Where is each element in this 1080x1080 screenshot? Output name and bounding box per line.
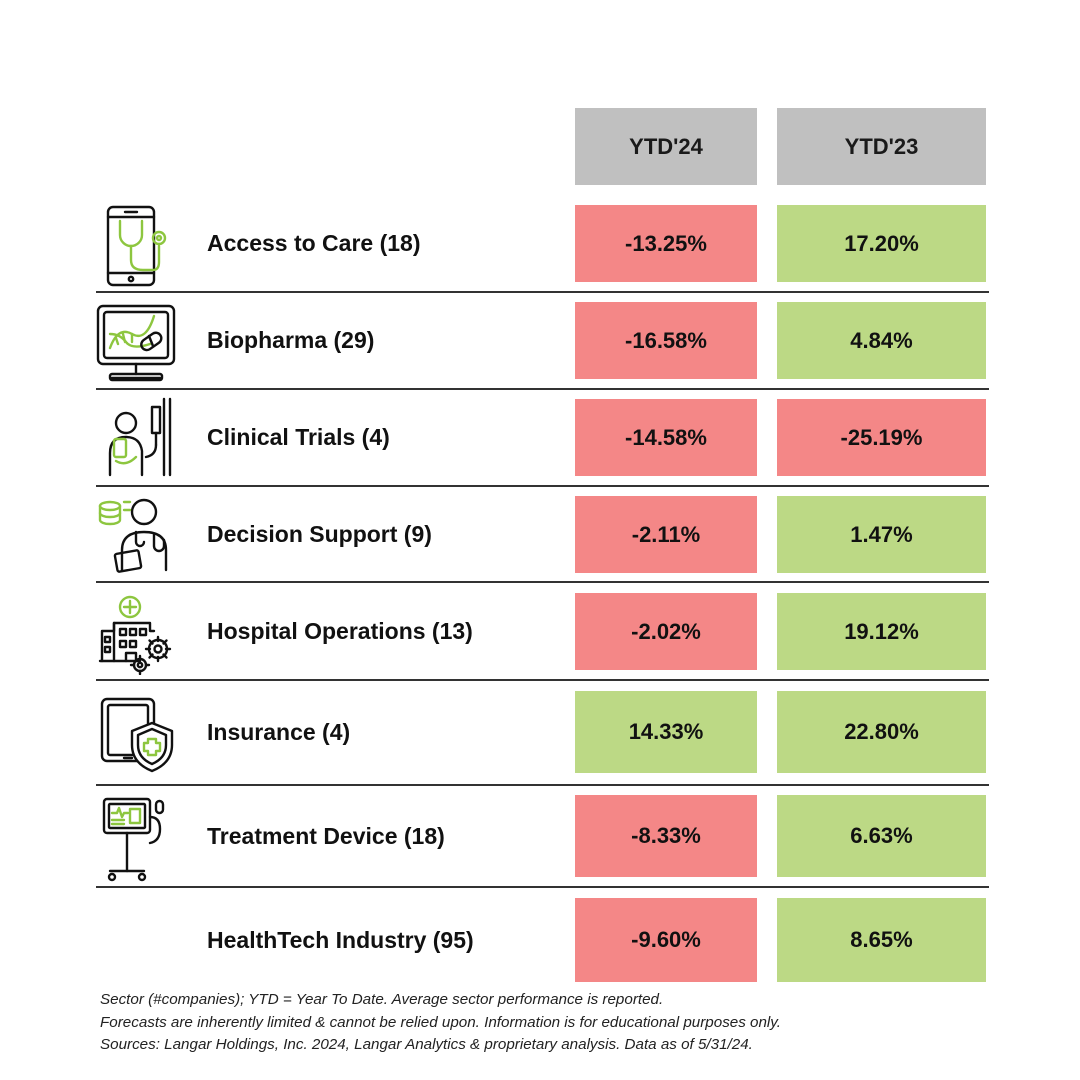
row-label: Hospital Operations (13) — [207, 618, 473, 644]
table-row: Decision Support (9) -2.11% 1.47% — [0, 496, 1080, 573]
table-row: Treatment Device (18) -8.33% 6.63% — [0, 795, 1080, 882]
footnotes: Sector (#companies); YTD = Year To Date.… — [100, 989, 1000, 1057]
row-label: Biopharma (29) — [207, 327, 375, 353]
cell-ytd23: 8.65% — [777, 898, 986, 982]
table-row: Access to Care (18) -13.25% 17.20% — [0, 205, 1080, 287]
cell-ytd24: -9.60% — [575, 898, 757, 982]
table-row-total: HealthTech Industry (95) -9.60% 8.65% — [0, 898, 1080, 982]
cell-ytd24: -14.58% — [575, 399, 757, 476]
cell-ytd23: 6.63% — [777, 795, 986, 877]
row-label: Clinical Trials (4) — [207, 424, 390, 450]
row-label: HealthTech Industry (95) — [207, 926, 474, 953]
footnote-line: Sector (#companies); YTD = Year To Date.… — [100, 991, 664, 1008]
table-row: Hospital Operations (13) -2.02% 19.12% — [0, 593, 1080, 675]
phone-stethoscope-icon — [96, 205, 178, 287]
row-divider — [96, 291, 989, 293]
cell-ytd24: 14.33% — [575, 691, 757, 773]
column-header-ytd23: YTD'23 — [777, 108, 986, 185]
cell-ytd24: -8.33% — [575, 795, 757, 877]
cell-ytd23: 19.12% — [777, 593, 986, 670]
cell-ytd23: 4.84% — [777, 302, 986, 379]
cell-ytd23: 17.20% — [777, 205, 986, 282]
table-row: Clinical Trials (4) -14.58% -25.19% — [0, 397, 1080, 477]
hospital-gears-icon — [96, 595, 178, 675]
row-divider — [96, 679, 989, 681]
cell-ytd23: 1.47% — [777, 496, 986, 573]
cell-ytd24: -2.02% — [575, 593, 757, 670]
medical-monitor-stand-icon — [96, 797, 178, 883]
cell-ytd23: -25.19% — [777, 399, 986, 476]
column-header-ytd24: YTD'24 — [575, 108, 757, 185]
row-divider — [96, 886, 989, 888]
cell-ytd24: -16.58% — [575, 302, 757, 379]
row-label: Decision Support (9) — [207, 521, 432, 547]
tablet-shield-icon — [96, 697, 178, 775]
cell-ytd23: 22.80% — [777, 691, 986, 773]
row-divider — [96, 485, 989, 487]
footnote-line: Sources: Langar Holdings, Inc. 2024, Lan… — [100, 1036, 753, 1053]
cell-ytd24: -13.25% — [575, 205, 757, 282]
row-divider — [96, 784, 989, 786]
footnote-line: Forecasts are inherently limited & canno… — [100, 1013, 781, 1031]
table-row: Insurance (4) 14.33% 22.80% — [0, 691, 1080, 773]
table-row: Biopharma (29) -16.58% 4.84% — [0, 302, 1080, 382]
row-label: Treatment Device (18) — [207, 822, 445, 849]
cell-ytd24: -2.11% — [575, 496, 757, 573]
row-divider — [96, 388, 989, 390]
doctor-database-icon — [96, 496, 178, 574]
row-divider — [96, 581, 989, 583]
row-label: Access to Care (18) — [207, 230, 421, 256]
row-label: Insurance (4) — [207, 718, 351, 745]
patient-iv-drip-icon — [96, 397, 178, 477]
monitor-dna-pill-icon — [96, 304, 178, 384]
